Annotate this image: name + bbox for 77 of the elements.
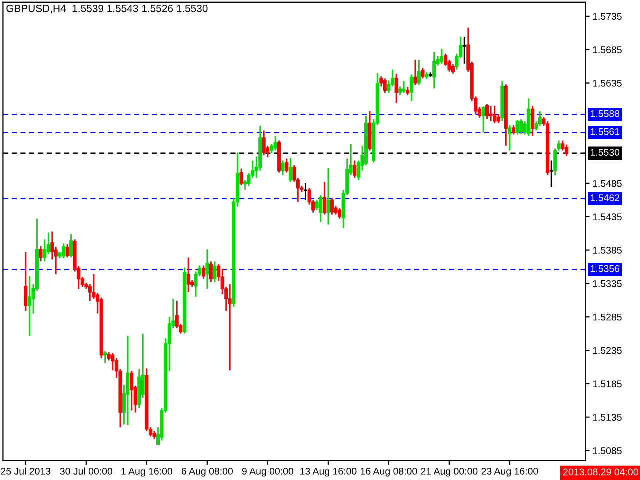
chart-title: GBPUSD,H4 1.5539 1.5543 1.5526 1.5530 bbox=[6, 4, 208, 14]
x-tick-label: 9 Aug 00:00 bbox=[242, 468, 294, 477]
candlestick bbox=[228, 284, 232, 372]
candlestick bbox=[281, 160, 285, 176]
y-tick-label: 1.5135 bbox=[593, 414, 622, 421]
candlestick bbox=[564, 144, 568, 157]
candlestick bbox=[489, 105, 493, 122]
x-tick-label: 21 Aug 00:00 bbox=[421, 468, 478, 477]
candlestick bbox=[538, 110, 542, 127]
candlestick bbox=[262, 130, 266, 156]
candlestick bbox=[326, 167, 330, 226]
y-tick-label: 1.5085 bbox=[593, 448, 622, 454]
candlestick bbox=[28, 276, 32, 337]
y-tick-label: 1.5285 bbox=[593, 314, 622, 321]
candlestick bbox=[516, 119, 520, 136]
candlestick bbox=[410, 74, 414, 102]
candlestick bbox=[414, 59, 418, 86]
candlestick bbox=[512, 124, 516, 136]
candlestick bbox=[496, 113, 500, 124]
candlestick bbox=[451, 64, 455, 75]
candlestick bbox=[402, 80, 406, 94]
candlestick bbox=[202, 264, 206, 280]
text: 2013.08.29 04:00 bbox=[564, 468, 638, 476]
ref-line-label: 1.5561 bbox=[591, 128, 620, 136]
y-tick-label: 1.5435 bbox=[593, 214, 622, 221]
candlestick bbox=[285, 158, 289, 174]
candlestick bbox=[304, 182, 308, 201]
candlestick bbox=[421, 67, 425, 80]
ref-line-label: 1.5462 bbox=[591, 194, 620, 202]
y-tick-label: 1.5485 bbox=[593, 180, 622, 188]
candlestick bbox=[213, 260, 217, 284]
candlestick bbox=[353, 160, 357, 179]
candlestick bbox=[130, 370, 134, 412]
candlestick bbox=[322, 181, 326, 216]
candlestick bbox=[24, 252, 28, 312]
candlestick bbox=[338, 208, 342, 220]
candlestick bbox=[39, 246, 43, 262]
x-tick-label: 16 Aug 08:00 bbox=[361, 468, 418, 477]
y-tick-label: 1.5235 bbox=[593, 347, 622, 354]
ref-line-label: 1.5530 bbox=[591, 149, 620, 156]
candlestick bbox=[319, 194, 323, 223]
candlestick bbox=[206, 248, 210, 290]
y-tick-label: 1.5185 bbox=[593, 380, 622, 388]
candlestick bbox=[330, 197, 334, 216]
candlestick bbox=[432, 51, 436, 90]
candlestick bbox=[462, 36, 466, 65]
ref-line-label: 1.5356 bbox=[591, 265, 620, 272]
candlestick bbox=[550, 160, 554, 188]
y-tick-label: 1.5735 bbox=[593, 13, 622, 20]
y-tick-label: 1.5685 bbox=[593, 46, 622, 54]
candlestick bbox=[66, 244, 70, 258]
ref-line-label: 1.5588 bbox=[591, 110, 620, 118]
y-tick-label: 1.5635 bbox=[593, 80, 622, 87]
x-tick-label: 30 Jul 00:00 bbox=[60, 468, 113, 475]
candlestick bbox=[417, 59, 421, 86]
x-tick-label: 13 Aug 16:00 bbox=[300, 468, 357, 477]
x-tick-label: 23 Aug 16:00 bbox=[482, 468, 538, 477]
candlestick bbox=[104, 350, 108, 364]
candlestick bbox=[315, 200, 319, 211]
candlestick bbox=[70, 234, 74, 258]
x-tick-label: 6 Aug 08:00 bbox=[182, 468, 233, 477]
candlestick bbox=[508, 124, 512, 152]
candlestick bbox=[288, 157, 292, 183]
x-tick-label: 1 Aug 16:00 bbox=[122, 468, 172, 477]
candlestick bbox=[486, 103, 490, 120]
candlestick bbox=[62, 242, 66, 260]
x-tick-label: 25 Jul 2013 bbox=[1, 468, 51, 475]
y-tick-label: 1.5385 bbox=[593, 247, 622, 254]
candlestick bbox=[493, 105, 497, 124]
candlestick bbox=[440, 48, 444, 65]
candlestick bbox=[209, 260, 213, 284]
candlestick bbox=[482, 106, 486, 134]
candlestick bbox=[520, 118, 524, 135]
y-tick-label: 1.5335 bbox=[593, 280, 622, 288]
candlestick bbox=[383, 78, 387, 94]
candlestick bbox=[240, 168, 244, 186]
candlestick bbox=[530, 105, 534, 137]
